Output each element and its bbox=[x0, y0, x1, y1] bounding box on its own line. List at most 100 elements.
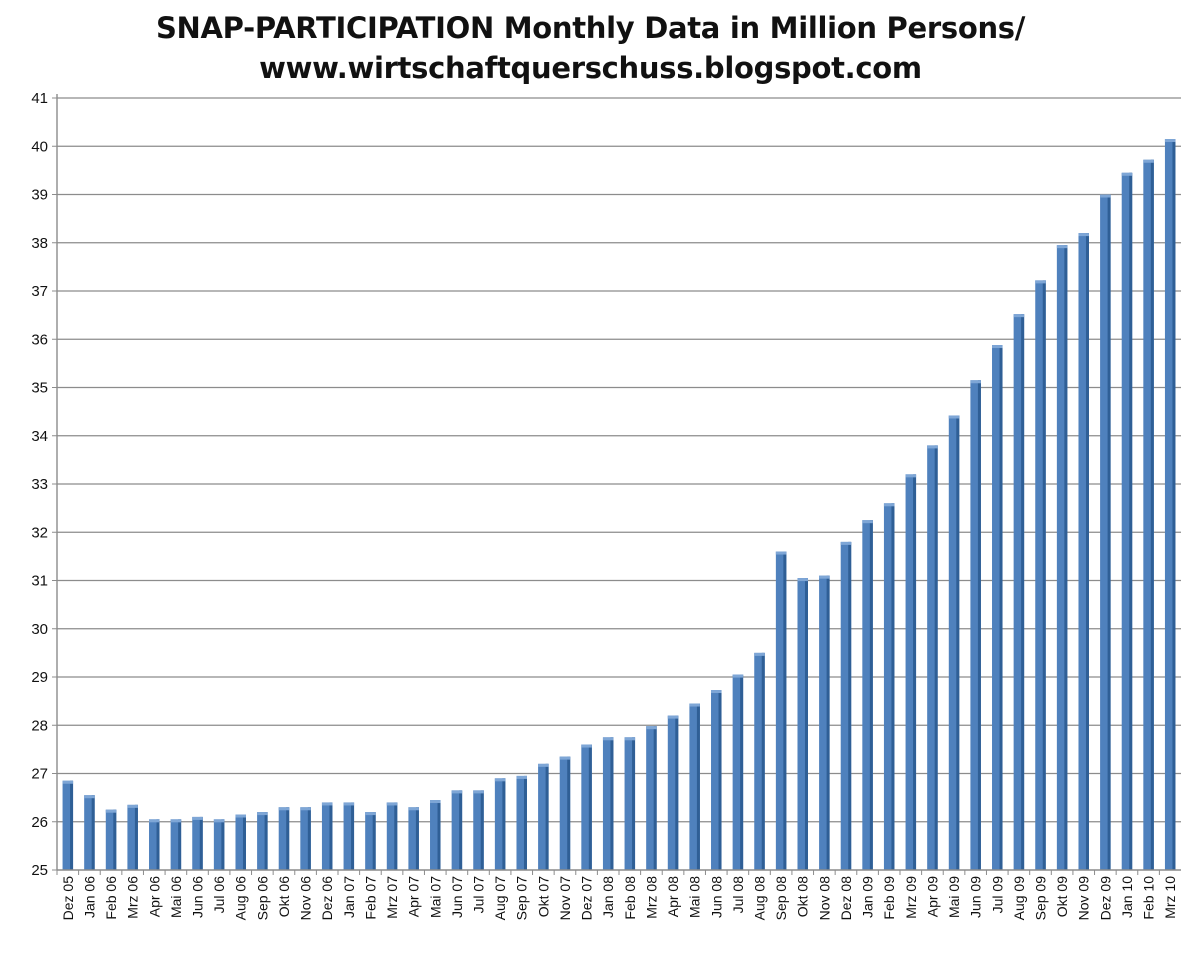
bar bbox=[494, 778, 506, 870]
bar-cap bbox=[883, 503, 895, 507]
bar-body bbox=[1013, 314, 1025, 870]
bar-body bbox=[494, 778, 506, 870]
x-tick-label: Aug 07 bbox=[492, 876, 508, 921]
bar-body bbox=[927, 445, 938, 870]
bar-body bbox=[948, 415, 960, 870]
x-tick-label: Jun 09 bbox=[968, 876, 984, 918]
bar-cap bbox=[1121, 172, 1133, 176]
y-tick-label: 25 bbox=[31, 862, 48, 879]
bar bbox=[883, 503, 895, 870]
x-tick-label: Mrz 10 bbox=[1162, 876, 1178, 919]
y-tick-label: 31 bbox=[31, 573, 48, 590]
bar-shade bbox=[372, 812, 376, 870]
bar-body bbox=[321, 802, 333, 870]
bar-cap bbox=[62, 780, 74, 784]
bar-body bbox=[775, 551, 787, 870]
bar-cap bbox=[494, 778, 506, 782]
bar-body bbox=[62, 780, 74, 870]
x-tick-label: Nov 07 bbox=[557, 876, 573, 921]
bar-cap bbox=[105, 809, 117, 813]
bar bbox=[1143, 159, 1154, 870]
bar-shade bbox=[70, 780, 74, 870]
bar bbox=[170, 819, 182, 870]
bar bbox=[127, 804, 138, 870]
bar-cap bbox=[754, 652, 765, 656]
bar-body bbox=[235, 814, 246, 870]
bar-shade bbox=[826, 575, 830, 870]
bar-cap bbox=[213, 819, 225, 823]
bar-cap bbox=[927, 445, 938, 449]
x-tick-label: Nov 08 bbox=[816, 876, 832, 921]
bar bbox=[1100, 194, 1111, 870]
bar bbox=[775, 551, 787, 870]
y-tick-label: 38 bbox=[31, 235, 48, 252]
x-tick-label: Sep 08 bbox=[773, 876, 789, 921]
bar bbox=[1121, 172, 1133, 871]
x-tick-label: Okt 08 bbox=[795, 876, 811, 917]
x-tick-label: Jul 09 bbox=[989, 876, 1005, 914]
chart-title-line-1: SNAP-PARTICIPATION Monthly Data in Milli… bbox=[155, 11, 1026, 45]
bar bbox=[948, 415, 960, 870]
bar-shade bbox=[675, 715, 679, 870]
bar-body bbox=[149, 819, 160, 870]
bar-body bbox=[905, 474, 917, 870]
bar-cap bbox=[559, 756, 571, 760]
x-tick-label: Jun 06 bbox=[190, 876, 206, 918]
bar-shade bbox=[1107, 194, 1111, 870]
bar-cap bbox=[321, 802, 333, 806]
chart-title: SNAP-PARTICIPATION Monthly Data in Milli… bbox=[0, 8, 1181, 88]
bar-shade bbox=[415, 807, 419, 870]
bar-body bbox=[538, 763, 549, 870]
bar-shade bbox=[696, 703, 700, 870]
bar-shade bbox=[1085, 233, 1089, 871]
bar bbox=[1164, 139, 1176, 870]
bar-body bbox=[646, 726, 657, 870]
x-tick-label: Aug 08 bbox=[752, 876, 768, 921]
bar bbox=[473, 790, 484, 870]
bar-cap bbox=[278, 807, 290, 811]
y-tick-label: 36 bbox=[31, 331, 48, 348]
bar bbox=[408, 807, 419, 870]
x-tick-label: Jul 06 bbox=[211, 876, 227, 914]
bar-shade bbox=[1150, 159, 1154, 870]
bar bbox=[538, 763, 549, 870]
bar-shade bbox=[459, 790, 463, 870]
bar bbox=[819, 575, 830, 870]
bar-shade bbox=[1042, 280, 1046, 870]
bar bbox=[62, 780, 74, 870]
bar-cap bbox=[711, 690, 722, 694]
bar-shade bbox=[113, 809, 117, 870]
bar-cap bbox=[732, 674, 744, 678]
bar-shade bbox=[480, 790, 484, 870]
bar-cap bbox=[602, 737, 614, 741]
bar-cap bbox=[970, 380, 981, 384]
bar bbox=[365, 812, 376, 870]
bar-body bbox=[451, 790, 463, 870]
bar bbox=[624, 737, 636, 870]
x-tick-label: Jan 07 bbox=[341, 876, 357, 918]
bar-body bbox=[992, 345, 1003, 870]
bar bbox=[970, 380, 981, 870]
bar-cap bbox=[451, 790, 463, 794]
bar-shade bbox=[1172, 139, 1176, 870]
bar-cap bbox=[819, 575, 830, 579]
bar-cap bbox=[1100, 194, 1111, 198]
x-tick-label: Jan 08 bbox=[600, 876, 616, 918]
x-tick-label: Jan 10 bbox=[1119, 876, 1135, 918]
bar-shade bbox=[567, 756, 571, 870]
x-tick-label: Mai 08 bbox=[687, 876, 703, 918]
bar-cap bbox=[386, 802, 398, 806]
x-tick-label: Apr 06 bbox=[146, 876, 162, 917]
bar-shade bbox=[913, 474, 917, 870]
bar bbox=[559, 756, 571, 870]
bar-cap bbox=[343, 802, 355, 806]
x-tick-label: Mrz 06 bbox=[125, 876, 141, 919]
x-tick-label: Okt 07 bbox=[535, 876, 551, 917]
bars bbox=[62, 139, 1176, 871]
bar-cap bbox=[473, 790, 484, 794]
bar bbox=[451, 790, 463, 870]
x-tick-label: Dez 06 bbox=[319, 876, 335, 921]
bar-cap bbox=[127, 804, 138, 808]
bar-cap bbox=[624, 737, 636, 741]
bar-shade bbox=[351, 802, 355, 870]
